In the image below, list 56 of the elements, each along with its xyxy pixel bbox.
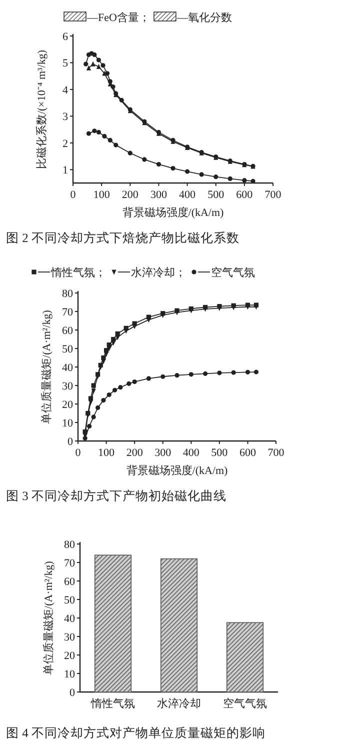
x-tick-label: 700	[264, 189, 282, 201]
y-tick-label: 2	[62, 138, 68, 150]
y-tick-label: 40	[64, 613, 76, 625]
x-tick-label: 400	[179, 189, 196, 201]
y-tick-label: 20	[62, 399, 74, 411]
y-tick-label: 10	[62, 418, 74, 430]
x-axis-title: 背景磁场强度/(kA/m)	[126, 464, 228, 477]
y-tick-label: 0	[70, 687, 76, 699]
y-tick-label: 40	[62, 362, 74, 374]
legend-label: 惰性气氛	[50, 267, 95, 279]
text: 图 3 不同冷却方式下产物初始磁化曲线	[6, 488, 226, 503]
y-axis-title: 单位质量磁矩/(A·m²/kg)	[40, 310, 53, 424]
y-tick-label: 3	[62, 111, 68, 124]
y-tick-label: 50	[62, 344, 74, 356]
text: —FeO含量；	[86, 11, 150, 24]
x-tick-label: 惰性气氛	[90, 698, 135, 710]
text: 图 2 不同冷却方式下焙烧产物比磁化系数	[6, 230, 240, 245]
y-tick-label: 70	[62, 306, 74, 318]
text: 图 4 不同冷却方式对产物单位质量磁矩的影响	[6, 725, 266, 740]
y-tick-label: 1	[62, 164, 68, 177]
y-tick-label: 80	[64, 539, 76, 551]
y-tick-label: 70	[64, 558, 76, 570]
y-tick-label: 5	[62, 58, 68, 70]
x-tick-label: 水淬冷却	[157, 697, 201, 710]
legend-label: 水淬冷却	[131, 266, 175, 279]
x-tick-label: 300	[154, 447, 172, 459]
y-tick-label: 6	[62, 31, 68, 43]
y-tick-label: 80	[62, 288, 74, 300]
y-axis-title: 单位质量磁矩/(A·m²/kg)	[42, 560, 55, 675]
x-tick-label: 100	[93, 189, 110, 201]
text: ；	[95, 267, 106, 279]
x-tick-label: 600	[236, 189, 254, 201]
x-tick-label: 100	[98, 447, 116, 459]
x-tick-label: 500	[208, 189, 225, 201]
x-tick-label: 300	[150, 189, 168, 201]
x-tick-label: 400	[182, 447, 200, 459]
x-tick-label: 空气气氛	[223, 697, 267, 710]
x-tick-label: 700	[268, 447, 285, 459]
y-tick-label: 0	[68, 436, 74, 448]
y-tick-label: 60	[64, 576, 76, 588]
y-tick-label: 20	[64, 650, 76, 662]
y-tick-label: 30	[62, 380, 74, 392]
y-axis-title: 比磁化系数/(×10⁻⁴ m³/kg)	[35, 50, 48, 170]
y-tick-label: 4	[62, 84, 68, 96]
y-tick-label: 60	[62, 325, 74, 337]
y-tick-label: 30	[64, 632, 76, 644]
x-tick-label: 500	[211, 447, 228, 459]
legend-label: 空气气氛	[211, 266, 255, 279]
text: —氧化分数	[176, 12, 232, 24]
x-tick-label: 600	[239, 447, 256, 459]
x-axis-title: 背景磁场强度/(kA/m)	[122, 206, 224, 219]
y-tick-label: 10	[64, 668, 76, 680]
y-tick-label: 50	[64, 594, 76, 606]
x-tick-label: 200	[126, 447, 144, 459]
x-tick-label: 200	[122, 189, 139, 201]
text: ；	[175, 267, 186, 279]
